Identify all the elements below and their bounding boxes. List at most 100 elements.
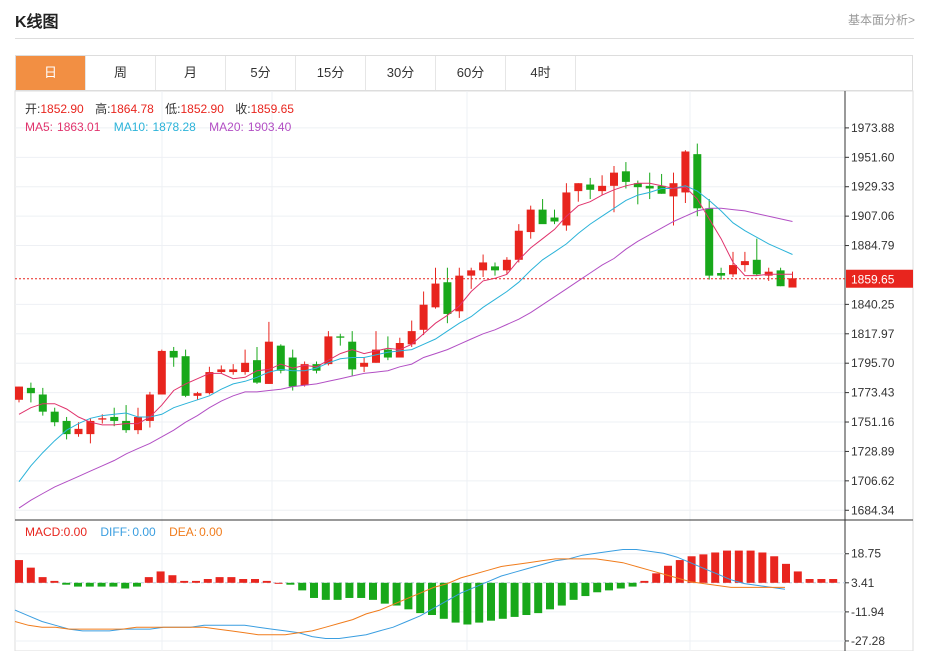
low-value: 1852.90: [181, 102, 225, 116]
candle-body-13: [169, 350, 178, 358]
macd-tick-label-0: 18.75: [851, 547, 881, 561]
candle-35: [431, 267, 440, 309]
macd-bar-56: [675, 560, 684, 583]
macd-bar-47: [569, 582, 578, 600]
macd-bar-69: [829, 579, 838, 583]
ma-readout: MA5: 1863.01 MA10: 1878.28 MA20: 1903.40: [25, 120, 292, 134]
tab-month[interactable]: 月: [156, 56, 226, 90]
candle-body-29: [360, 362, 369, 367]
candle-28: [348, 331, 357, 377]
candle-body-1: [26, 387, 35, 394]
candle-61: [740, 251, 749, 272]
macd-tick-label-2: -11.94: [851, 605, 884, 619]
candle-50: [610, 166, 618, 213]
candle-45: [550, 209, 559, 225]
candle-25: [312, 361, 321, 374]
ma10-label: MA10:: [114, 120, 149, 134]
high-label: 高:: [95, 101, 110, 116]
tab-30min[interactable]: 30分: [366, 56, 436, 90]
macd-panel: 18.75 3.41 -11.94 -27.28: [14, 547, 885, 648]
tab-4hour[interactable]: 4时: [506, 56, 576, 90]
macd-bar-35: [428, 582, 436, 616]
candle-22: [276, 344, 285, 374]
candle-body-61: [740, 261, 749, 266]
macd-bar-16: [203, 579, 212, 583]
fundamental-analysis-link[interactable]: 基本面分析>: [847, 13, 915, 27]
candle-13: [169, 346, 178, 367]
candle-body-26: [324, 336, 333, 365]
candle-body-16: [205, 372, 214, 394]
candle-body-54: [657, 185, 666, 194]
ma10-value: 1878.28: [152, 120, 196, 134]
price-axis: 1973.88 1951.60 1929.33 1907.06 1884.79 1840.…: [15, 121, 913, 517]
macd-bar-19: [239, 579, 248, 583]
macd-bar-30: [369, 582, 377, 600]
macd-bar-27: [333, 582, 342, 600]
candle-body-48: [586, 184, 595, 190]
candle-body-32: [395, 342, 404, 358]
candle-21: [264, 321, 273, 384]
candle-body-36: [443, 282, 452, 314]
macd-bar-38: [463, 582, 472, 625]
candle-body-63: [764, 271, 773, 276]
candle-body-34: [419, 304, 428, 330]
candle-body-51: [621, 171, 630, 182]
ma20-label: MA20:: [209, 120, 244, 134]
macd-readout: MACD:0.00 DIFF: 0.00 DEA: 0.00: [25, 525, 223, 539]
macd-bar-25: [310, 582, 318, 598]
tab-15min[interactable]: 15分: [296, 56, 366, 90]
candle-body-12: [157, 350, 166, 395]
last-price-label: 1859.65: [851, 273, 895, 287]
tab-60min[interactable]: 60分: [436, 56, 506, 90]
candle-64: [776, 267, 785, 287]
candle-0: [15, 386, 23, 403]
price-tick-label-6: 1840.25: [851, 297, 895, 311]
candle-39: [479, 254, 488, 277]
macd-bar-28: [345, 582, 354, 598]
macd-bar-0: [15, 560, 23, 583]
candle-body-31: [383, 349, 392, 358]
macd-bar-5: [74, 582, 82, 587]
high-value: 1864.78: [110, 102, 154, 116]
ma5-label: MA5:: [25, 120, 53, 134]
candle-body-18: [229, 369, 238, 373]
candle-body-27: [336, 336, 345, 338]
diff-line: [14, 549, 786, 639]
candle-9: [122, 405, 131, 433]
diff-value: 0.00: [132, 525, 156, 539]
header-divider: [15, 38, 914, 39]
candle-body-46: [562, 192, 571, 226]
candle-body-30: [372, 349, 380, 363]
macd-bar-46: [557, 582, 566, 606]
candle-body-20: [253, 360, 261, 383]
candle-body-28: [348, 341, 357, 370]
candle-body-57: [693, 154, 702, 209]
candle-41: [502, 257, 511, 275]
macd-bar-45: [546, 582, 554, 610]
tab-day[interactable]: 日: [16, 56, 86, 90]
candle-body-40: [491, 266, 499, 271]
candle-43: [526, 205, 535, 239]
price-tick-label-12: 1706.62: [851, 474, 895, 488]
candle-32: [395, 337, 404, 358]
macd-bar-49: [593, 582, 602, 593]
open-value: 1852.90: [40, 102, 84, 116]
candle-56: [681, 150, 690, 204]
tab-5min[interactable]: 5分: [226, 56, 296, 90]
macd-bar-42: [510, 582, 519, 617]
tab-week[interactable]: 周: [86, 56, 156, 90]
candle-body-19: [241, 362, 250, 373]
macd-bar-18: [227, 577, 236, 583]
price-tick-label-11: 1728.89: [851, 444, 895, 458]
candle-body-37: [455, 275, 464, 312]
macd-bar-26: [321, 582, 330, 600]
macd-bar-61: [734, 550, 743, 583]
candle-body-53: [645, 185, 654, 189]
macd-bar-57: [687, 556, 696, 583]
candle-29: [360, 357, 369, 373]
macd-tick-label-3: -27.28: [851, 634, 885, 648]
ma20-line: [18, 207, 793, 509]
price-tick-label-0: 1973.88: [851, 121, 895, 135]
candle-27: [336, 333, 345, 346]
